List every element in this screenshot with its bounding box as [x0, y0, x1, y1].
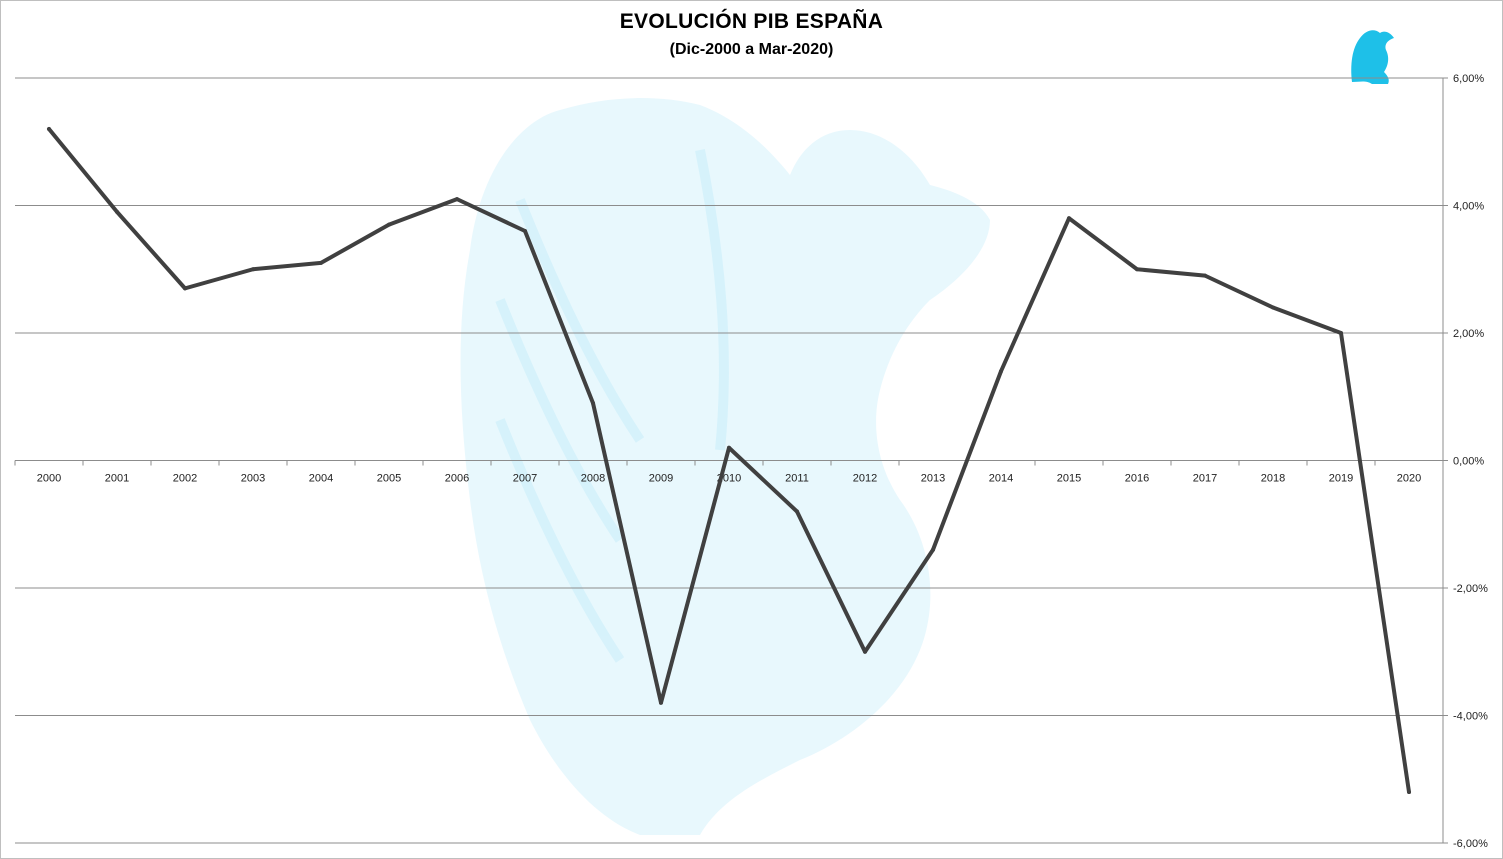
data-point — [1203, 273, 1207, 278]
data-point — [999, 369, 1003, 374]
y-tick-labels: 6,00% 4,00% 2,00% 0,00% -2,00% -4,00% -6,00% — [1443, 73, 1488, 850]
data-point — [591, 401, 595, 406]
data-point — [319, 260, 323, 265]
data-point — [931, 547, 935, 552]
x-tick-label: 2006 — [445, 473, 469, 485]
eagle-logo-icon — [1351, 30, 1394, 84]
data-point — [1067, 216, 1071, 221]
x-tick-label: 2011 — [785, 473, 809, 485]
x-tick-labels: 2000 2001 2002 2003 2004 2005 2006 2007 2008 2009… — [37, 473, 1421, 485]
x-tick-label: 2003 — [241, 473, 265, 485]
x-tick-label: 2018 — [1261, 473, 1285, 485]
data-point — [863, 649, 867, 654]
data-point — [659, 700, 663, 705]
x-tick-label: 2005 — [377, 473, 401, 485]
data-point — [727, 445, 731, 450]
data-point — [1135, 267, 1139, 272]
data-point — [795, 509, 799, 514]
y-tick-label: 4,00% — [1453, 201, 1484, 213]
x-tick-label: 2004 — [309, 473, 333, 485]
y-tick-label: 6,00% — [1453, 73, 1484, 85]
chart-subtitle: (Dic-2000 a Mar-2020) — [669, 41, 834, 58]
series-lines — [47, 127, 1411, 794]
x-tick-label: 2007 — [513, 473, 537, 485]
data-point — [251, 267, 255, 272]
x-tick-label: 2014 — [989, 473, 1013, 485]
x-tick-label: 2012 — [853, 473, 877, 485]
y-tick-label: -4,00% — [1453, 711, 1488, 723]
y-tick-label: -2,00% — [1453, 583, 1488, 595]
data-point — [387, 222, 391, 227]
x-tick-label: 2015 — [1057, 473, 1081, 485]
y-tick-label: 0,00% — [1453, 456, 1484, 468]
chart-title: EVOLUCIÓN PIB ESPAÑA — [619, 10, 884, 33]
data-point — [183, 286, 187, 291]
data-point — [1339, 331, 1343, 335]
y-tick-label: -6,00% — [1453, 838, 1488, 850]
x-tick-label: 2020 — [1397, 473, 1421, 485]
x-tick-label: 2001 — [105, 473, 129, 485]
x-tick-label: 2000 — [37, 473, 61, 485]
data-point — [47, 127, 51, 131]
x-tick-label: 2013 — [921, 473, 945, 485]
grid-lines — [15, 77, 1443, 844]
data-point — [115, 209, 119, 214]
x-tick-label: 2016 — [1125, 473, 1149, 485]
data-point — [1407, 790, 1411, 794]
data-point — [1271, 305, 1275, 310]
x-tick-label: 2008 — [581, 473, 605, 485]
x-tick-label: 2019 — [1329, 473, 1353, 485]
x-tick-label: 2009 — [649, 473, 673, 485]
data-point — [455, 197, 459, 202]
data-point — [523, 229, 527, 233]
y-tick-label: 2,00% — [1453, 328, 1484, 340]
x-tick-label: 2002 — [173, 473, 197, 485]
x-tick-label: 2017 — [1193, 473, 1217, 485]
